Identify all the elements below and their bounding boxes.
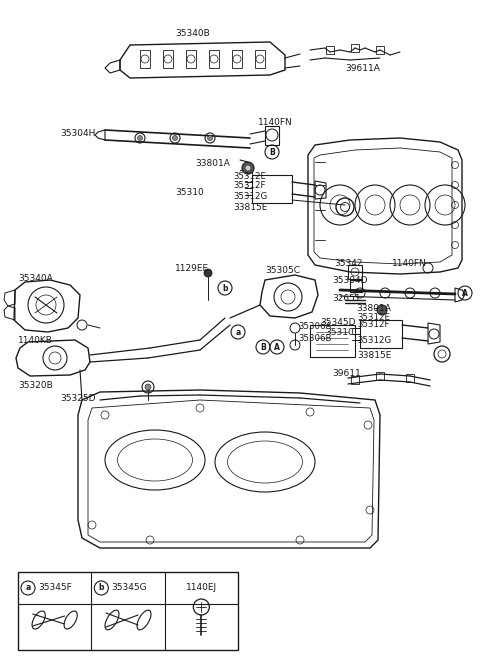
Bar [163,50,173,68]
Text: 39611: 39611 [332,369,361,377]
Text: 1129EE: 1129EE [175,263,209,272]
Text: 35304H: 35304H [60,129,96,137]
Text: 32651: 32651 [332,294,360,302]
Text: 1140FN: 1140FN [258,117,293,127]
Bar [186,50,196,68]
Bar [310,325,355,357]
Text: 35342: 35342 [334,259,362,267]
Text: A: A [274,343,280,351]
Text: 1140KB: 1140KB [18,335,53,345]
Bar [350,280,362,292]
Text: 35306B: 35306B [298,333,332,343]
Text: 1140EJ: 1140EJ [186,583,217,593]
Bar [376,46,384,54]
Text: a: a [235,328,240,337]
Circle shape [172,135,178,141]
Circle shape [242,162,254,174]
Bar [265,126,279,145]
Bar [351,44,359,52]
Text: 35325D: 35325D [60,394,96,402]
Text: 39611A: 39611A [345,64,380,72]
Text: b: b [98,583,104,593]
Text: A: A [462,288,468,298]
Circle shape [145,384,151,390]
Bar [255,50,265,68]
Bar [406,374,414,382]
Circle shape [377,305,387,315]
Text: 35312E: 35312E [357,312,390,322]
Bar [140,50,150,68]
Circle shape [245,165,251,171]
Text: 35305C: 35305C [265,265,300,274]
Text: 35340B: 35340B [176,29,210,38]
Bar [209,50,219,68]
Bar [252,175,292,203]
Text: 33815E: 33815E [357,351,391,359]
Bar [351,376,359,384]
Circle shape [204,269,212,277]
Text: 35345D: 35345D [320,318,356,326]
Text: 33815E: 33815E [233,202,267,211]
Text: B: B [260,343,266,351]
Text: 35304D: 35304D [332,276,368,284]
Bar [348,265,362,279]
Text: B: B [269,147,275,156]
Text: 35306A: 35306A [298,322,331,330]
Text: 35312G: 35312G [233,192,267,200]
Text: 35310: 35310 [325,328,354,337]
Circle shape [137,135,143,141]
Text: a: a [25,583,31,593]
Text: 35345F: 35345F [38,583,72,593]
Text: 35310: 35310 [175,188,204,196]
Text: b: b [222,284,228,292]
Text: 33801A: 33801A [195,158,230,168]
Bar [376,372,384,380]
Text: 33801A: 33801A [356,304,391,312]
Text: 35312F: 35312F [233,180,265,190]
Circle shape [207,135,213,141]
Text: 1140FN: 1140FN [392,259,427,267]
Text: 35312E: 35312E [233,172,266,180]
Text: 35312F: 35312F [357,320,389,328]
Text: 35340A: 35340A [18,274,53,282]
Bar [18,572,238,650]
Text: 35320B: 35320B [18,381,53,389]
Bar [232,50,242,68]
Text: 35345G: 35345G [111,583,147,593]
Text: 35312G: 35312G [357,335,391,345]
Bar [360,320,402,348]
Bar [326,46,334,54]
